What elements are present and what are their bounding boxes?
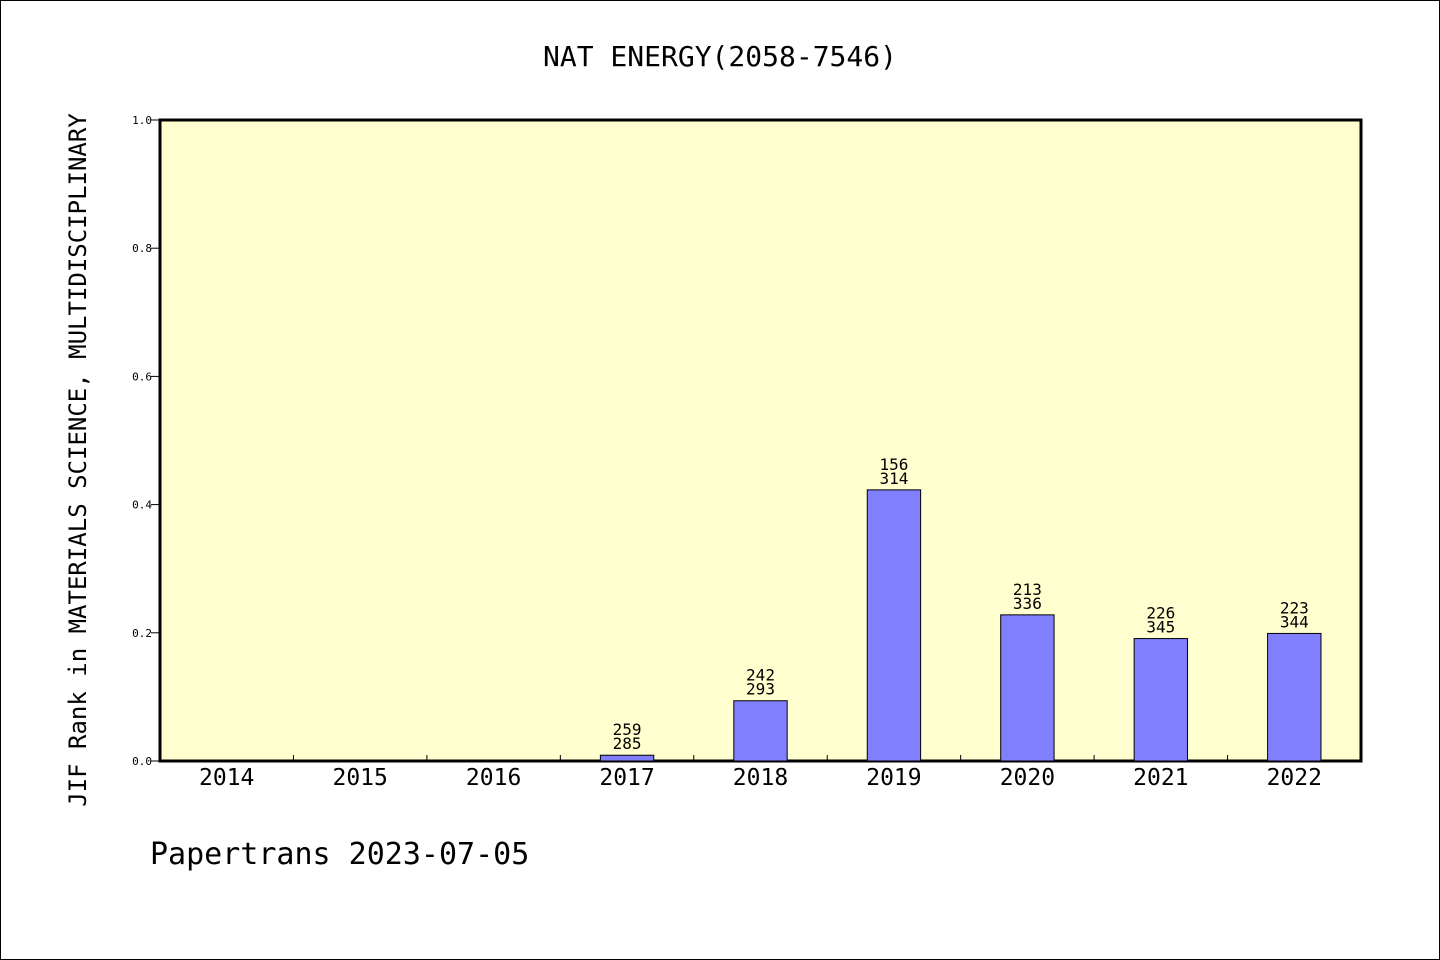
x-tick-label: 2022	[1267, 765, 1322, 791]
bar-total-label: 293	[746, 680, 775, 699]
x-tick-label: 2015	[332, 765, 387, 791]
y-tick-label: 0.2	[132, 627, 152, 640]
x-axis: 2014 2015 2016 2017 2018 2019 2020 2021 2022	[199, 755, 1322, 791]
bar-2020	[1000, 614, 1055, 762]
bar-total-label: 336	[1013, 594, 1042, 613]
y-tick-label: 0.4	[132, 499, 152, 512]
bar-rank-label: 226	[1146, 604, 1175, 623]
x-tick-label: 2018	[733, 765, 788, 791]
chart-title: NAT ENERGY(2058-7546)	[543, 40, 897, 73]
bar-series	[599, 489, 1322, 762]
bar-2017	[599, 754, 655, 762]
bar-total-label: 285	[613, 734, 642, 753]
x-tick-label: 2014	[199, 765, 254, 791]
x-tick-label: 2021	[1133, 765, 1188, 791]
bar-rank-label: 259	[613, 720, 642, 739]
y-tick-label: 0.6	[132, 370, 152, 383]
footer-source-date: Papertrans 2023-07-05	[150, 837, 529, 872]
bar-total-label: 314	[879, 469, 908, 488]
x-tick-label: 2019	[866, 765, 921, 791]
y-tick-label: 1.0	[132, 114, 152, 127]
y-tick-label: 0.8	[132, 242, 152, 255]
x-tick-label: 2017	[599, 765, 654, 791]
y-tick-label: 0.0	[132, 755, 152, 768]
bar-2019	[866, 489, 922, 762]
y-axis: 0.0 0.2 0.4 0.6 0.8 1.0	[132, 114, 160, 768]
bar-2018	[733, 700, 788, 762]
bar-2021	[1133, 638, 1189, 762]
bar-rank-label: 156	[879, 455, 908, 474]
bar-total-label: 344	[1280, 612, 1309, 631]
bar-2022	[1267, 632, 1322, 762]
y-axis-label: JIF Rank in MATERIALS SCIENCE, MULTIDISC…	[64, 113, 92, 807]
bar-total-label: 345	[1146, 618, 1175, 637]
x-tick-label: 2016	[466, 765, 521, 791]
x-tick-label: 2020	[1000, 765, 1055, 791]
bar-rank-label: 213	[1013, 580, 1042, 599]
bar-rank-label: 223	[1280, 598, 1309, 617]
bar-rank-label: 242	[746, 666, 775, 685]
